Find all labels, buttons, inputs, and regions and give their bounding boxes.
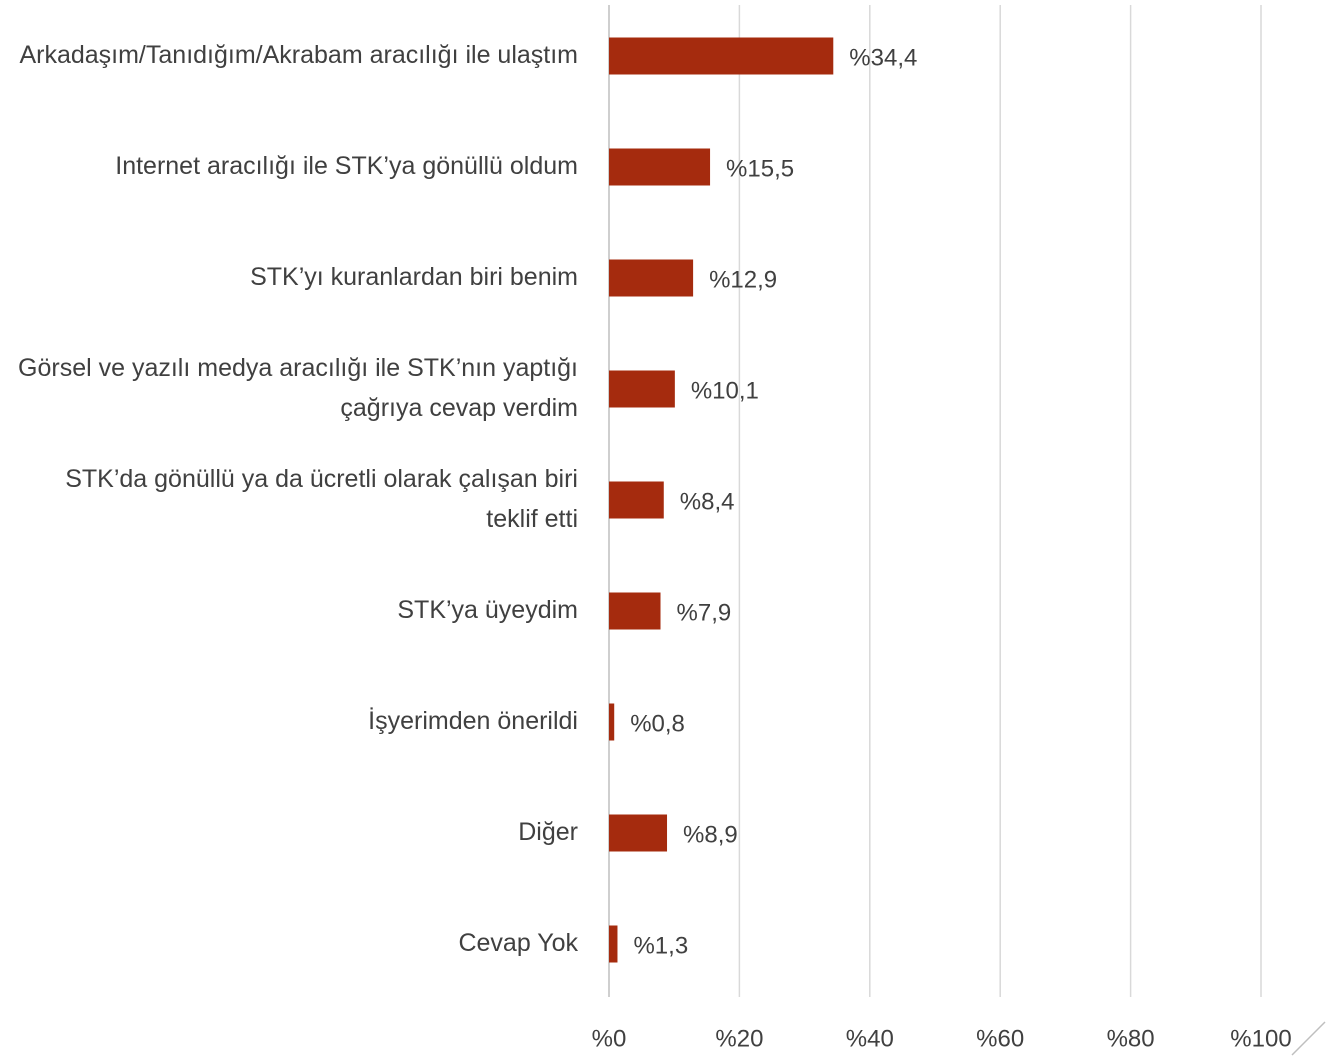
value-label: %8,4	[680, 488, 735, 515]
category-label: Diğer	[518, 818, 578, 846]
x-tick-label: %0	[592, 1025, 627, 1052]
bar	[609, 259, 694, 297]
value-label: %0,8	[630, 710, 685, 737]
x-tick-label: %100	[1230, 1025, 1291, 1052]
bar	[609, 592, 661, 630]
value-label: %7,9	[677, 599, 732, 626]
value-label: %15,5	[726, 155, 794, 182]
value-label: %1,3	[633, 932, 688, 959]
category-label: Cevap Yok	[458, 929, 578, 957]
x-tick-label: %60	[976, 1025, 1024, 1052]
category-label: İşyerimden önerildi	[368, 706, 578, 735]
bar	[609, 148, 711, 186]
x-tick-label: %40	[846, 1025, 894, 1052]
value-label: %12,9	[709, 266, 777, 293]
x-tick-label: %80	[1107, 1025, 1155, 1052]
category-label: Internet aracılığı ile STK’ya gönüllü ol…	[115, 152, 578, 180]
bar	[609, 370, 675, 408]
value-label: %34,4	[849, 44, 917, 71]
value-label: %8,9	[683, 821, 738, 848]
value-label: %10,1	[691, 377, 759, 404]
bar	[609, 814, 668, 852]
category-label: STK’da gönüllü ya da ücretli olarak çalı…	[65, 465, 578, 533]
category-label: STK’ya üyeydim	[397, 596, 578, 624]
category-label: Görsel ve yazılı medya aracılığı ile STK…	[18, 354, 578, 422]
bar	[609, 925, 618, 963]
category-label: STK’yı kuranlardan biri benim	[250, 263, 578, 291]
corner-decoration	[1291, 1021, 1326, 1056]
category-label: Arkadaşım/Tanıdığım/Akrabam aracılığı il…	[19, 41, 578, 69]
x-tick-label: %20	[715, 1025, 763, 1052]
bar	[609, 37, 834, 75]
bar	[609, 703, 615, 741]
bar	[609, 481, 664, 519]
